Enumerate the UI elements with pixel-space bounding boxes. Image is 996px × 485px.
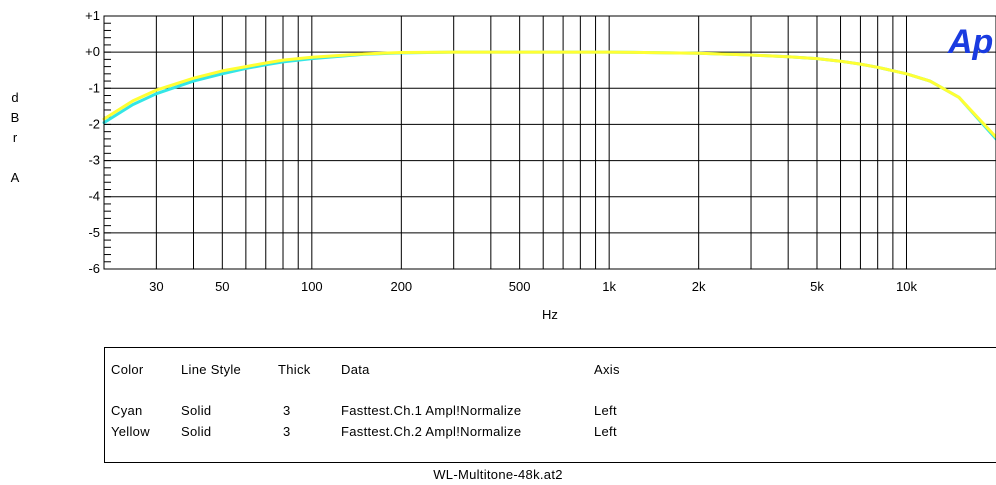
legend-row-1-color: Cyan	[111, 403, 143, 418]
x-tick-label: 2k	[692, 279, 706, 294]
x-tick-label: 500	[509, 279, 531, 294]
legend-row-2-axis: Left	[594, 424, 617, 439]
y-tick-labels: +1 +0 -1 -2 -3 -4 -5 -6	[85, 8, 100, 276]
y-axis-label-char: d	[11, 90, 19, 105]
plot-background	[104, 16, 996, 269]
series-lines	[102, 50, 996, 141]
legend-row-2-color: Yellow	[111, 424, 150, 439]
x-tick-label: 1k	[602, 279, 616, 294]
y-tick-label: -3	[88, 153, 100, 168]
legend-row-1-thick: 3	[283, 403, 291, 418]
y-tick-label: -4	[88, 189, 100, 204]
y-axis-label-char: A	[10, 170, 20, 185]
y-axis-label-char: B	[10, 110, 20, 125]
x-tick-labels: 30 50 100 200 500 1k 2k 5k 10k	[149, 279, 917, 294]
y-tick-label: -5	[88, 225, 100, 240]
legend-row-2-style: Solid	[181, 424, 212, 439]
legend-header-color: Color	[111, 362, 144, 377]
y-axis-label-char	[8, 148, 22, 168]
x-tick-label: 100	[301, 279, 323, 294]
legend-row-1-data: Fasttest.Ch.1 Ampl!Normalize	[341, 403, 522, 418]
legend-header-data: Data	[341, 362, 370, 377]
ap-logo-watermark: Ap	[947, 23, 993, 61]
x-axis-label: Hz	[542, 307, 558, 322]
plot-border	[103, 15, 996, 270]
x-tick-label: 200	[390, 279, 412, 294]
legend-row-2-thick: 3	[283, 424, 291, 439]
legend-row-1-style: Solid	[181, 403, 212, 418]
legend-row-1-axis: Left	[594, 403, 617, 418]
x-tick-label: 10k	[896, 279, 917, 294]
x-tick-label: 30	[149, 279, 163, 294]
y-tick-label: -6	[88, 261, 100, 276]
y-tick-label: +1	[85, 8, 100, 23]
y-axis-label-char: r	[12, 130, 18, 145]
legend-table: Color Line Style Thick Data Axis Cyan So…	[104, 347, 996, 463]
x-tick-label: 50	[215, 279, 229, 294]
legend-header-axis: Axis	[594, 362, 620, 377]
x-tick-label: 5k	[810, 279, 824, 294]
file-name-label: WL-Multitone-48k.at2	[433, 467, 563, 482]
legend-header-thick: Thick	[278, 362, 311, 377]
legend-header-style: Line Style	[181, 362, 242, 377]
legend-row-2-data: Fasttest.Ch.2 Ampl!Normalize	[341, 424, 522, 439]
y-tick-label: -2	[88, 116, 100, 131]
y-tick-label: -1	[88, 80, 100, 95]
series-line-yellow	[102, 50, 996, 139]
y-tick-label: +0	[85, 44, 100, 59]
